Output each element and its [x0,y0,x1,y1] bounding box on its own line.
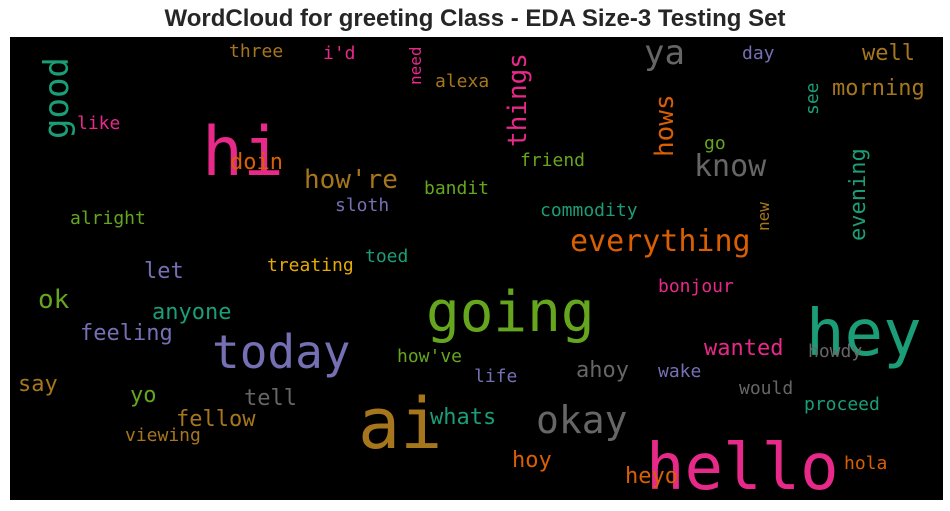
word-feeling: feeling [80,321,173,346]
word-proceed: proceed [804,394,880,415]
word-alexa: alexa [435,71,489,92]
word-ok: ok [38,285,70,315]
wordcloud-canvas: hey hello hi ai going today okay everything good… [10,37,943,500]
word-let: let [144,259,184,284]
word-viewing: viewing [125,425,201,446]
word-how-ve: how've [397,346,462,367]
wordcloud-svg: hey hello hi ai going today okay everything good… [18,37,925,500]
word-need: need [406,46,425,85]
word-howdy: howdy [808,341,862,362]
word-would: would [739,378,793,399]
word-whats: whats [430,405,496,430]
word-ahoy: ahoy [576,358,629,383]
word-ai: ai [358,383,442,465]
word-things: things [503,53,533,147]
word-day: day [742,43,775,64]
word-everything: everything [570,224,751,259]
word-life: life [474,366,517,387]
word-hello: hello [646,431,839,500]
word-good: good [37,57,77,139]
word-toed: toed [365,246,408,267]
word-friend: friend [520,150,585,171]
word-new: new [754,202,773,231]
word-go: go [704,133,726,154]
word-today: today [212,325,350,379]
word-tell: tell [244,386,297,411]
word-wanted: wanted [704,336,783,361]
word-hi: hi [202,113,284,192]
word-ya: ya [644,37,685,73]
word-anyone: anyone [152,300,231,325]
word-how-re: how're [304,165,398,195]
word-wake: wake [658,361,701,382]
word-going: going [426,280,595,345]
word-doin: doin [230,150,283,175]
word-i-d: i'd [323,43,356,64]
word-see: see [802,82,823,115]
word-sloth: sloth [335,195,389,216]
word-bonjour: bonjour [658,276,734,297]
word-alright: alright [70,208,146,229]
word-three: three [229,41,283,62]
word-like: like [77,113,120,134]
chart-title: WordCloud for greeting Class - EDA Size-… [164,5,786,32]
word-morning: morning [832,76,925,101]
word-heyo: heyo [625,464,678,489]
word-commodity: commodity [540,200,638,221]
word-say: say [18,372,58,397]
word-hola: hola [844,453,887,474]
word-well: well [862,41,915,66]
word-hoy: hoy [512,448,552,473]
word-hows: hows [650,94,680,157]
word-treating: treating [267,255,354,276]
word-bandit: bandit [424,178,489,199]
word-hey: hey [806,297,922,371]
word-fellow: fellow [176,407,256,432]
word-okay: okay [536,398,628,442]
word-know: know [694,149,767,184]
word-yo: yo [130,383,157,408]
word-evening: evening [846,148,871,241]
